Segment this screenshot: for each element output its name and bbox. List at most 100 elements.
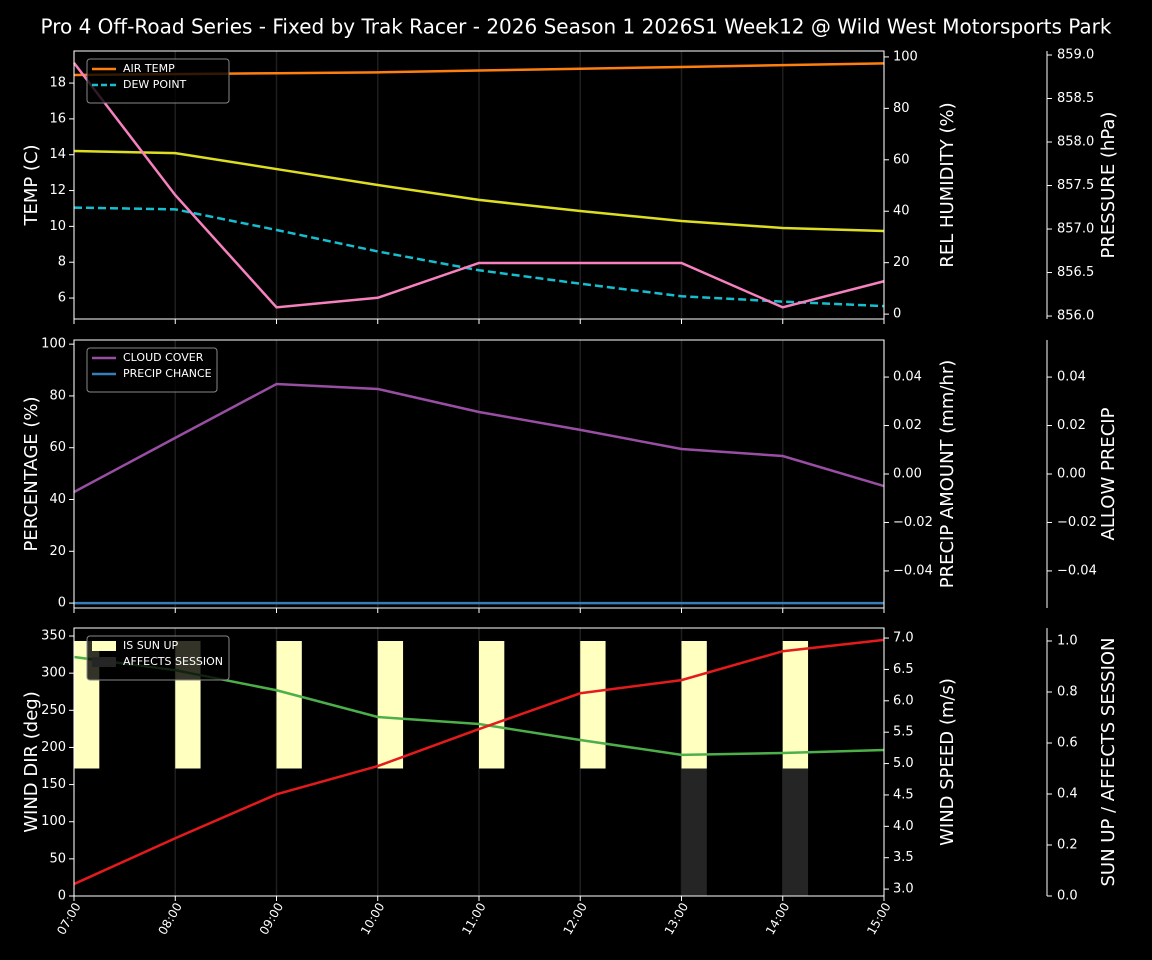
y2-tick-label: 0.02: [893, 418, 922, 433]
y3-tick-label: 857.0: [1057, 222, 1094, 237]
y3-axis-label: PRESSURE (hPa): [1098, 112, 1119, 259]
y3-tick-label: 1.0: [1057, 634, 1078, 649]
y-tick-label: 100: [41, 337, 66, 352]
y-tick-label: 0: [58, 889, 66, 904]
y2-axis-label: WIND SPEED (m/s): [937, 678, 958, 846]
y2-tick-label: 6.5: [893, 662, 914, 677]
y3-axis-label: SUN UP / AFFECTS SESSION: [1098, 637, 1119, 886]
y2-axis-label: REL HUMIDITY (%): [937, 102, 958, 267]
y2-tick-label: 3.5: [893, 850, 914, 865]
y3-tick-label: 0.6: [1057, 736, 1078, 751]
y-tick-label: 20: [49, 544, 66, 559]
y2-tick-label: 40: [893, 204, 910, 219]
y2-tick-label: 0.00: [893, 467, 922, 482]
y3-tick-label: 859.0: [1057, 48, 1094, 63]
y-tick-label: 12: [49, 183, 66, 198]
legend-label: IS SUN UP: [123, 639, 179, 652]
line: [73, 638, 885, 886]
y2-tick-label: −0.04: [893, 563, 933, 578]
y3-tick-label: 0.2: [1057, 838, 1078, 853]
bar: [681, 641, 707, 769]
y3-tick-label: 0.4: [1057, 787, 1078, 802]
y-tick-label: 16: [49, 111, 66, 126]
legend: IS SUN UP AFFECTS SESSION: [86, 635, 230, 681]
y-axis-label: TEMP (C): [21, 144, 42, 226]
bar: [782, 768, 809, 896]
y-tick-label: 150: [41, 777, 66, 792]
line: [73, 382, 885, 494]
y-tick-label: 350: [41, 629, 66, 644]
chart-title: Pro 4 Off-Road Series - Fixed by Trak Ra…: [41, 15, 1112, 39]
y2-tick-label: 0: [893, 307, 901, 322]
bar: [782, 641, 809, 769]
y2-tick-label: 80: [893, 101, 910, 116]
y2-tick-label: 4.5: [893, 787, 914, 802]
y3-tick-label: 856.0: [1057, 309, 1094, 324]
y2-tick-label: 5.0: [893, 756, 914, 771]
legend-box: [86, 635, 230, 681]
line: [73, 206, 885, 308]
bar: [377, 641, 404, 769]
y3-tick-label: −0.04: [1057, 563, 1097, 578]
y-tick-label: 200: [41, 740, 66, 755]
y3-tick-label: 0.8: [1057, 685, 1078, 700]
y2-tick-label: −0.02: [893, 515, 933, 530]
y3-tick-label: 858.5: [1057, 91, 1094, 106]
legend-label: AIR TEMP: [123, 62, 175, 75]
y-tick-label: 8: [58, 255, 66, 270]
y3-tick-label: 857.5: [1057, 178, 1094, 193]
line: [73, 149, 885, 233]
legend-label: DEW POINT: [123, 78, 187, 91]
y2-tick-label: 0.04: [893, 370, 922, 385]
y-tick-label: 100: [41, 814, 66, 829]
y-tick-label: 60: [49, 440, 66, 455]
y3-tick-label: 0.0: [1057, 889, 1078, 904]
y2-tick-label: 60: [893, 152, 910, 167]
legend: AIR TEMP DEW POINT: [86, 58, 230, 104]
legend-box: [86, 347, 218, 393]
legend-box: [86, 58, 230, 104]
y-tick-label: 14: [49, 147, 66, 162]
y-tick-label: 50: [49, 851, 66, 866]
y-tick-label: 80: [49, 388, 66, 403]
y3-axis-label: ALLOW PRECIP: [1098, 407, 1119, 540]
y-axis-label: PERCENTAGE (%): [21, 396, 42, 551]
y-tick-label: 40: [49, 492, 66, 507]
legend-label: CLOUD COVER: [123, 351, 204, 364]
y-tick-label: 250: [41, 703, 66, 718]
bar: [276, 641, 302, 769]
y-tick-label: 300: [41, 666, 66, 681]
axes-frame: [73, 50, 885, 320]
legend-label: AFFECTS SESSION: [123, 655, 223, 668]
y2-tick-label: 20: [893, 255, 910, 270]
line: [73, 62, 885, 309]
y-tick-label: 0: [58, 596, 66, 611]
y-axis-label: WIND DIR (deg): [21, 691, 42, 833]
y2-axis-label: PRECIP AMOUNT (mm/hr): [937, 360, 958, 589]
y3-tick-label: 0.02: [1057, 418, 1086, 433]
y2-tick-label: 6.0: [893, 693, 914, 708]
y-tick-label: 18: [49, 76, 66, 91]
y3-tick-label: 0.04: [1057, 370, 1086, 385]
y3-tick-label: −0.02: [1057, 515, 1097, 530]
y2-tick-label: 7.0: [893, 631, 914, 646]
y2-tick-label: 100: [893, 49, 918, 64]
legend-swatch: [92, 657, 116, 667]
y-tick-label: 10: [49, 219, 66, 234]
y3-tick-label: 856.5: [1057, 265, 1094, 280]
bar: [681, 768, 707, 896]
legend: CLOUD COVER PRECIP CHANCE: [86, 347, 218, 393]
y3-tick-label: 0.00: [1057, 467, 1086, 482]
y-tick-label: 6: [58, 291, 66, 306]
bar: [479, 641, 505, 769]
legend-swatch: [92, 641, 116, 651]
y2-tick-label: 3.0: [893, 882, 914, 897]
y3-tick-label: 858.0: [1057, 135, 1094, 150]
axes-frame: [73, 339, 885, 609]
y2-tick-label: 4.0: [893, 819, 914, 834]
bar: [580, 641, 606, 769]
y2-tick-label: 5.5: [893, 725, 914, 740]
